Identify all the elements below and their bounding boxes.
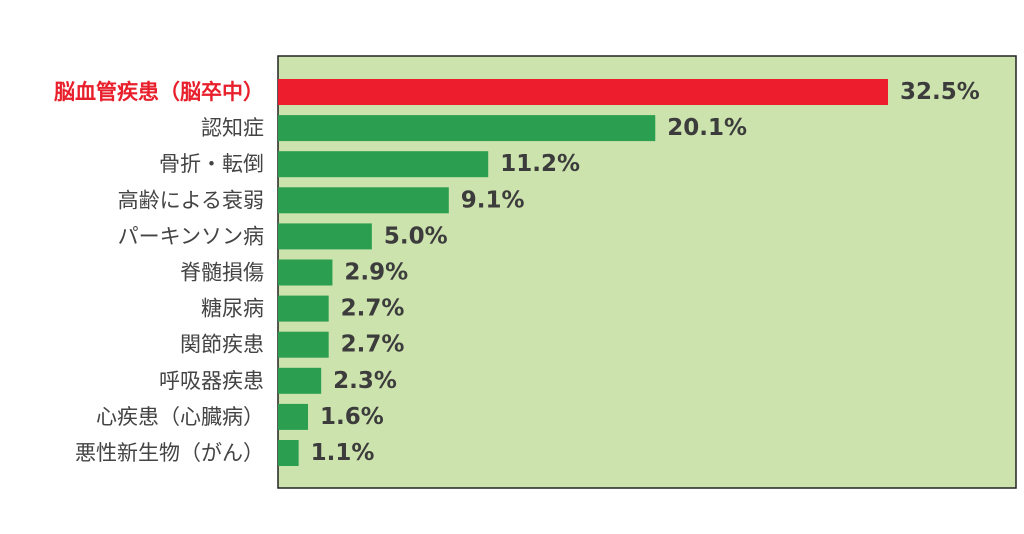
- bar-10: [278, 440, 299, 466]
- category-label-0: 脳血管疾患（脳卒中）: [54, 80, 264, 104]
- bar-6: [278, 295, 329, 322]
- category-label-8: 呼吸器疾患: [159, 369, 264, 393]
- value-label-1: 20.1%: [667, 115, 747, 141]
- bar-8: [278, 367, 322, 394]
- value-label-6: 2.7%: [341, 296, 405, 322]
- category-label-5: 脊髄損傷: [180, 261, 264, 285]
- category-label-3: 高齢による衰弱: [118, 188, 264, 212]
- bar-7: [278, 331, 329, 358]
- value-label-0: 32.5%: [900, 79, 980, 105]
- value-label-9: 1.6%: [320, 404, 384, 430]
- value-label-10: 1.1%: [311, 440, 375, 466]
- category-label-10: 悪性新生物（がん）: [75, 441, 264, 465]
- bar-4: [278, 223, 372, 250]
- category-label-7: 関節疾患: [180, 333, 264, 357]
- value-label-3: 9.1%: [461, 187, 525, 213]
- bar-5: [278, 259, 333, 286]
- category-label-1: 認知症: [201, 116, 264, 140]
- category-label-6: 糖尿病: [201, 297, 264, 321]
- value-label-4: 5.0%: [384, 223, 448, 249]
- bar-3: [278, 187, 449, 214]
- value-label-7: 2.7%: [341, 332, 405, 358]
- category-label-4: パーキンソン病: [118, 224, 264, 248]
- value-label-2: 11.2%: [500, 151, 580, 177]
- bar-1: [278, 115, 656, 142]
- value-label-5: 2.9%: [344, 260, 408, 286]
- bar-0: [278, 79, 888, 105]
- bar-2: [278, 151, 489, 178]
- value-label-8: 2.3%: [333, 368, 397, 394]
- category-label-2: 骨折・転倒: [159, 152, 264, 176]
- bar-9: [278, 403, 309, 430]
- category-label-9: 心疾患（心臓病）: [96, 405, 264, 429]
